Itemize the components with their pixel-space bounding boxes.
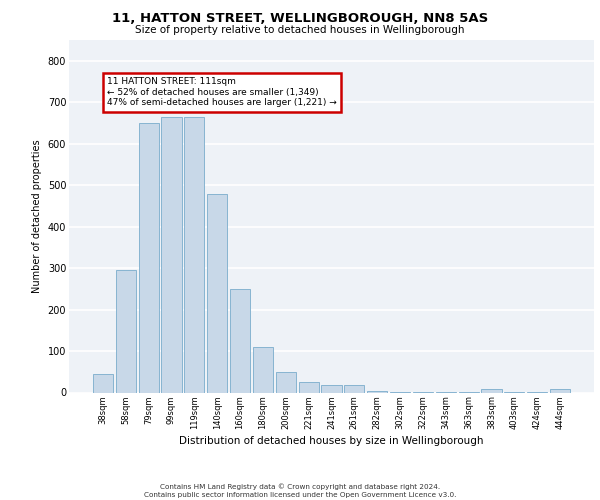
Bar bbox=[207, 194, 227, 392]
Bar bbox=[116, 270, 136, 392]
Bar bbox=[93, 374, 113, 392]
Text: Contains HM Land Registry data © Crown copyright and database right 2024.
Contai: Contains HM Land Registry data © Crown c… bbox=[144, 484, 456, 498]
Bar bbox=[253, 347, 273, 393]
Text: 11, HATTON STREET, WELLINGBOROUGH, NN8 5AS: 11, HATTON STREET, WELLINGBOROUGH, NN8 5… bbox=[112, 12, 488, 26]
Bar bbox=[139, 123, 158, 392]
Bar bbox=[344, 385, 364, 392]
Bar bbox=[550, 389, 570, 392]
Bar bbox=[184, 116, 205, 392]
Bar bbox=[322, 385, 341, 392]
Text: Size of property relative to detached houses in Wellingborough: Size of property relative to detached ho… bbox=[135, 25, 465, 35]
Bar bbox=[276, 372, 296, 392]
Bar bbox=[230, 289, 250, 393]
Y-axis label: Number of detached properties: Number of detached properties bbox=[32, 140, 42, 293]
Bar bbox=[161, 116, 182, 392]
Bar bbox=[481, 389, 502, 392]
Bar bbox=[299, 382, 319, 392]
X-axis label: Distribution of detached houses by size in Wellingborough: Distribution of detached houses by size … bbox=[179, 436, 484, 446]
Text: 11 HATTON STREET: 111sqm
← 52% of detached houses are smaller (1,349)
47% of sem: 11 HATTON STREET: 111sqm ← 52% of detach… bbox=[107, 78, 337, 107]
